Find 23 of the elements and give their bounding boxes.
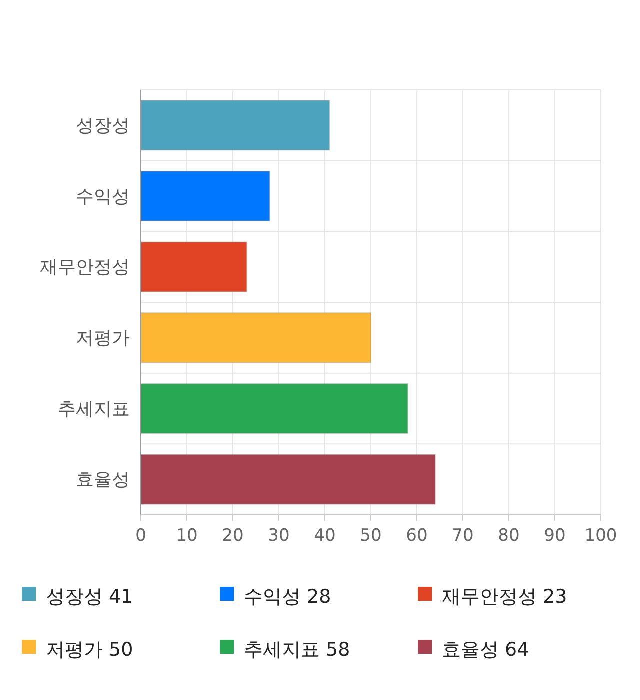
legend-label: 저평가 50 (46, 639, 134, 661)
x-tick-label: 20 (222, 526, 244, 546)
legend-label: 효율성 64 (442, 639, 530, 661)
legend-label: 수익성 28 (244, 586, 332, 608)
x-tick-label: 0 (136, 526, 146, 546)
x-tick-label: 50 (360, 526, 382, 546)
y-tick-label: 추세지표 (58, 398, 130, 420)
y-tick-label: 재무안정성 (40, 257, 130, 278)
legend-label: 추세지표 58 (244, 639, 350, 661)
x-tick-label: 60 (406, 526, 428, 546)
x-tick-label: 100 (584, 526, 618, 546)
x-tick-label: 90 (544, 526, 566, 546)
y-tick-label: 성장성 (76, 115, 130, 136)
x-tick-label: 80 (498, 526, 520, 546)
x-tick-label: 70 (452, 526, 474, 546)
x-tick-label: 40 (314, 526, 336, 546)
x-tick-label: 30 (268, 526, 290, 546)
legend-label: 성장성 41 (46, 586, 134, 608)
x-tick-label: 10 (176, 526, 198, 546)
y-tick-label: 수익성 (76, 186, 130, 208)
y-tick-label: 효율성 (76, 470, 130, 491)
legend-label: 재무안정성 23 (442, 586, 568, 608)
y-tick-label: 저평가 (76, 328, 130, 349)
